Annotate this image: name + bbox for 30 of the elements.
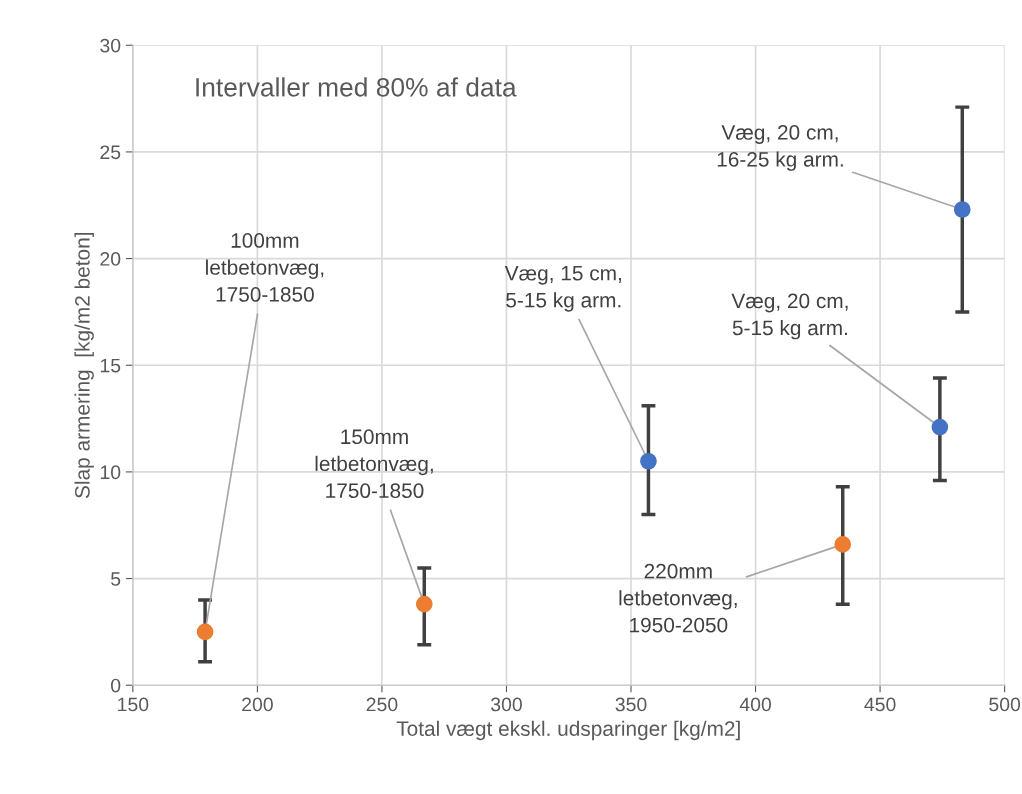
point <box>953 201 971 218</box>
x-tick-label: 250 <box>366 697 398 712</box>
point <box>196 623 214 641</box>
x-tick-label: 400 <box>739 697 772 712</box>
point <box>931 418 949 436</box>
y-tick-label: 20 <box>100 252 121 266</box>
x-tick-label: 450 <box>864 697 896 712</box>
point <box>640 452 657 470</box>
point <box>415 595 433 613</box>
x-tick-label: 350 <box>615 697 647 712</box>
y-tick-label: 0 <box>111 678 121 693</box>
y-tick-label: 10 <box>100 465 121 480</box>
point <box>834 536 852 553</box>
annotation: Væg, 15 cm, 5-15 kg arm. <box>504 266 621 312</box>
x-tick-label: 150 <box>118 697 149 712</box>
y-tick-label: 25 <box>100 145 121 160</box>
y-axis-title: Slap armering [kg/m2 beton] <box>74 232 94 499</box>
annotation: 100mm letbetonvæg, 1750-1850 <box>206 233 324 302</box>
annotation: Intervaller med 80% af data <box>196 77 517 97</box>
annotation: 150mm letbetonvæg, 1750-1850 <box>315 429 433 499</box>
y-tick-label: 30 <box>100 38 121 53</box>
x-axis-title: Total vægt ekskl. udsparinger [kg/m2] <box>396 720 740 741</box>
x-tick-label: 500 <box>989 697 1021 712</box>
x-tick-label: 200 <box>242 697 273 712</box>
y-tick-label: 15 <box>100 358 121 373</box>
y-tick-label: 5 <box>111 572 121 586</box>
annotation: 220mm letbetonvæg, 1950-2050 <box>619 563 737 633</box>
annotation: Væg, 20 cm, 5-15 kg arm. <box>731 293 848 340</box>
x-tick-label: 300 <box>491 697 522 712</box>
annotation: Væg, 20 cm, 16-25 kg arm. <box>717 125 843 171</box>
